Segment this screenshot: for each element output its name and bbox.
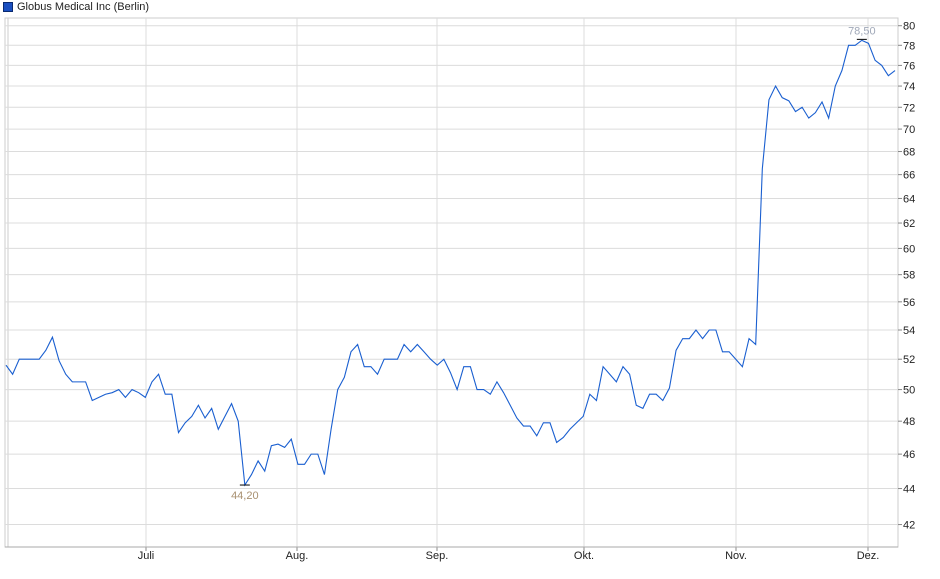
legend-label: Globus Medical Inc (Berlin) <box>17 1 150 13</box>
y-tick-label: 80 <box>903 21 915 33</box>
y-tick-label: 44 <box>903 484 915 496</box>
x-tick-label: Aug. <box>286 550 309 562</box>
y-tick-label: 48 <box>903 416 915 428</box>
y-tick-label: 78 <box>903 40 915 52</box>
y-tick-label: 62 <box>903 218 915 230</box>
legend: Globus Medical Inc (Berlin) <box>3 1 149 13</box>
plot-area <box>4 17 899 548</box>
max-label: 78,50 <box>848 25 876 37</box>
y-tick-label: 54 <box>903 325 915 337</box>
y-tick-label: 72 <box>903 102 915 114</box>
y-tick-label: 70 <box>903 124 915 136</box>
y-tick-label: 60 <box>903 243 915 255</box>
y-tick-label: 56 <box>903 297 915 309</box>
x-tick-label: Juli <box>138 550 155 562</box>
x-tick-label: Okt. <box>574 550 594 562</box>
y-tick-label: 50 <box>903 385 915 397</box>
y-tick-label: 64 <box>903 193 915 205</box>
y-tick-label: 52 <box>903 354 915 366</box>
x-tick-label: Sep. <box>426 550 449 562</box>
price-line <box>5 39 896 487</box>
y-tick-label: 66 <box>903 170 915 182</box>
min-label: 44,20 <box>231 490 259 502</box>
x-tick-label: Nov. <box>725 550 747 562</box>
y-tick-label: 46 <box>903 449 915 461</box>
x-tick-label: Dez. <box>857 550 880 562</box>
y-tick-label: 68 <box>903 147 915 159</box>
y-tick-label: 58 <box>903 270 915 282</box>
y-tick-label: 76 <box>903 60 915 72</box>
legend-swatch <box>3 2 13 12</box>
y-tick-label: 42 <box>903 520 915 532</box>
y-tick-label: 74 <box>903 81 915 93</box>
